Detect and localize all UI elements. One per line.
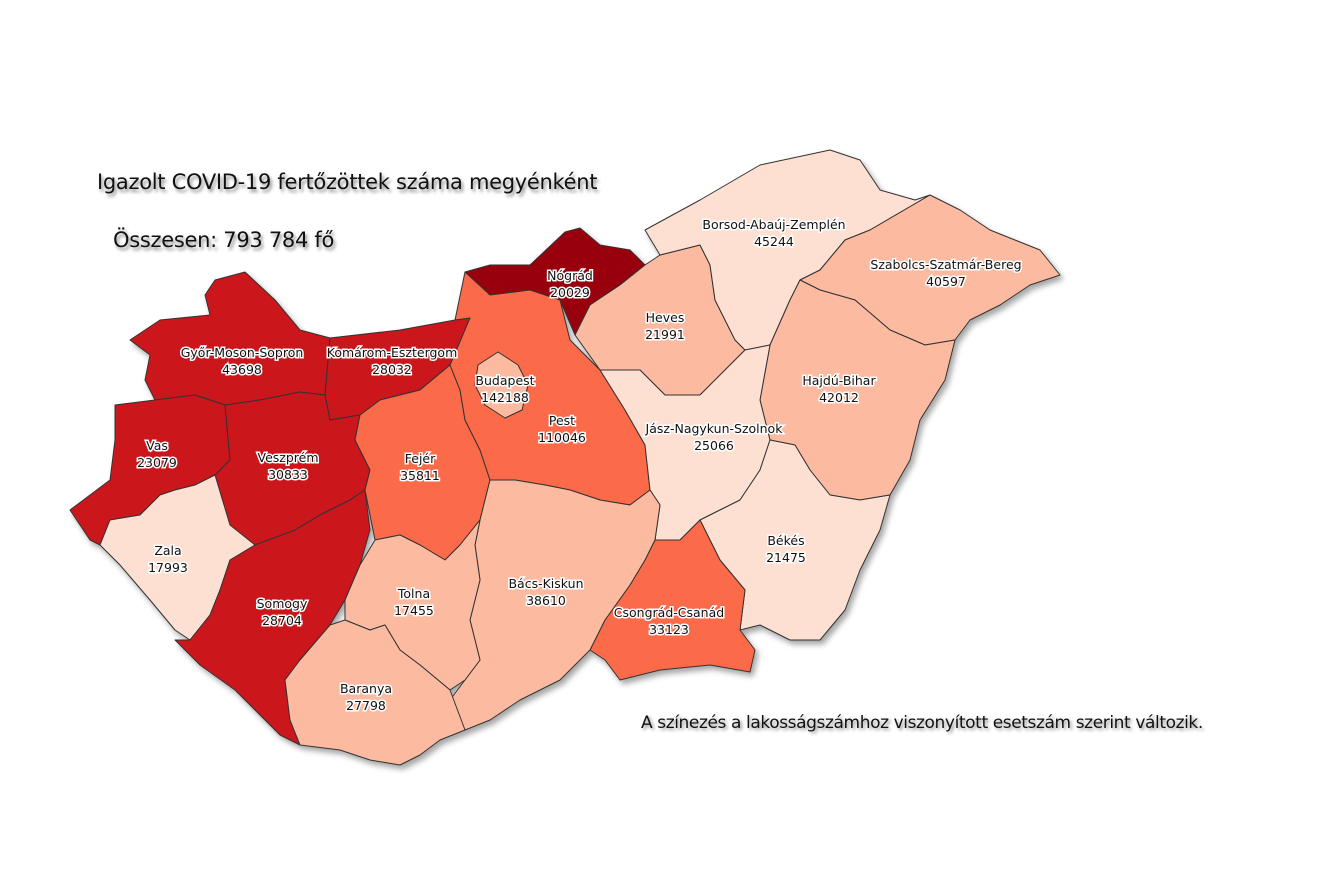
county-cases-label: 20029 (550, 285, 590, 300)
total-cases: Összesen: 793 784 fő (113, 228, 335, 252)
county-cases-label: 21475 (766, 550, 806, 565)
county-cases-label: 28032 (372, 362, 412, 377)
county-name-label: Fejér (405, 451, 436, 466)
county-name-label: Budapest (475, 373, 534, 388)
county-name-label: Zala (154, 543, 181, 558)
county-cases-label: 27798 (346, 698, 386, 713)
county-cases-label: 38610 (526, 593, 566, 608)
county-name-label: Borsod-Abaúj-Zemplén (702, 217, 845, 232)
county-name-label: Hajdú-Bihar (802, 373, 876, 388)
county-name-label: Komárom-Esztergom (327, 345, 458, 360)
county-cases-label: 23079 (137, 455, 177, 470)
county-cases-label: 25066 (694, 438, 734, 453)
county-cases-label: 35811 (400, 468, 440, 483)
county-cases-label: 28704 (262, 613, 302, 628)
county-gyor-moson-sopron (129, 271, 331, 406)
coloring-note: A színezés a lakosságszámhoz viszonyítot… (641, 713, 1203, 733)
county-name-label: Veszprém (257, 450, 318, 465)
county-cases-label: 33123 (649, 622, 689, 637)
county-cases-label: 110046 (538, 430, 586, 445)
county-baranya (284, 619, 466, 766)
county-name-label: Győr-Moson-Sopron (181, 345, 304, 360)
map-title: Igazolt COVID-19 fertőzöttek száma megyé… (97, 170, 598, 194)
county-name-label: Szabolcs-Szatmár-Bereg (870, 257, 1021, 272)
county-name-label: Csongrád-Csanád (614, 605, 724, 620)
county-name-label: Pest (549, 413, 575, 428)
county-name-label: Tolna (397, 586, 430, 601)
county-cases-label: 45244 (754, 234, 794, 249)
county-name-label: Somogy (257, 596, 308, 611)
county-cases-label: 142188 (481, 390, 529, 405)
county-cases-label: 17993 (148, 560, 188, 575)
county-name-label: Baranya (340, 681, 392, 696)
county-name-label: Bács-Kiskun (508, 576, 583, 591)
county-cases-label: 21991 (645, 327, 685, 342)
county-budapest (474, 351, 529, 419)
county-cases-label: 30833 (268, 467, 308, 482)
county-name-label: Békés (767, 533, 804, 548)
county-cases-label: 42012 (819, 390, 859, 405)
county-name-label: Heves (646, 310, 685, 325)
county-name-label: Nógrád (547, 268, 593, 283)
county-cases-label: 40597 (926, 274, 966, 289)
county-name-label: Vas (146, 438, 168, 453)
county-cases-label: 17455 (394, 603, 434, 618)
county-cases-label: 43698 (222, 362, 262, 377)
county-name-label: Jász-Nagykun-Szolnok (645, 421, 784, 436)
